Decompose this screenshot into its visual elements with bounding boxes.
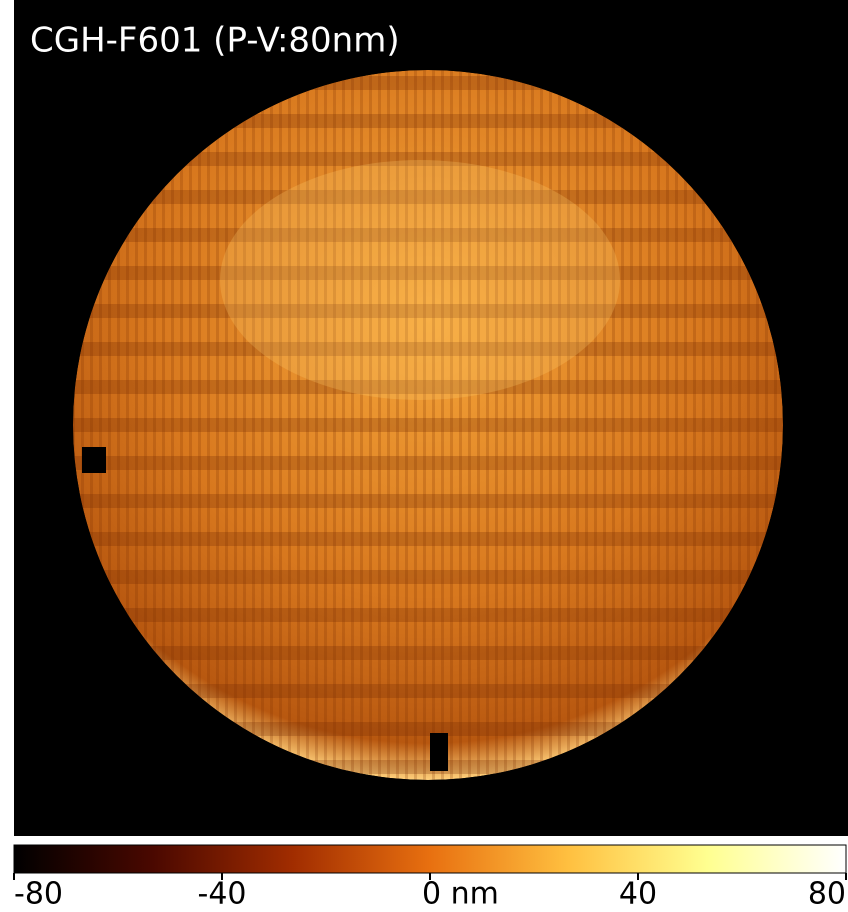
colorbar-tick-label: 80 — [808, 877, 846, 912]
colorbar — [14, 845, 846, 873]
figure: CGH-F601 (P-V:80nm) -80 -40 0 nm 40 80 — [0, 0, 848, 912]
colorbar-tick-label: 0 nm — [422, 877, 499, 912]
colorbar-tick-label: 40 — [619, 877, 657, 912]
mask-marker — [430, 733, 448, 771]
mask-marker — [82, 447, 106, 473]
chart-title: CGH-F601 (P-V:80nm) — [30, 21, 400, 61]
colorbar-tick-label: -40 — [198, 877, 247, 912]
colorbar-tick-label: -80 — [14, 877, 63, 912]
